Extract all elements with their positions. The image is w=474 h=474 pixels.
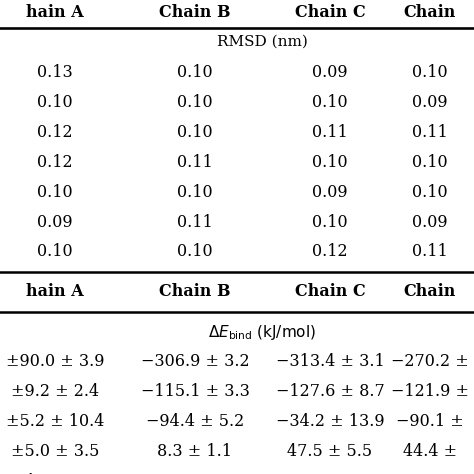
Text: 0.10: 0.10 xyxy=(177,64,213,81)
Text: 0.11: 0.11 xyxy=(312,124,348,140)
Text: 0.10: 0.10 xyxy=(412,183,448,201)
Text: ±5.2 ± 10.4: ±5.2 ± 10.4 xyxy=(6,413,104,430)
Text: −115.1 ± 3.3: −115.1 ± 3.3 xyxy=(141,383,249,401)
Text: −121.9 ±: −121.9 ± xyxy=(391,383,469,401)
Text: 0.10: 0.10 xyxy=(37,244,73,261)
Text: 0.11: 0.11 xyxy=(177,154,213,171)
Text: 0.10: 0.10 xyxy=(37,93,73,110)
Text: −270.2 ±: −270.2 ± xyxy=(391,354,469,371)
Text: $\Delta E_{\rm bind}$ (kJ/mol): $\Delta E_{\rm bind}$ (kJ/mol) xyxy=(209,322,317,341)
Text: 0.09: 0.09 xyxy=(412,93,448,110)
Text: 0.10: 0.10 xyxy=(312,213,348,230)
Text: 47.5 ± 5.5: 47.5 ± 5.5 xyxy=(287,444,373,461)
Text: 44.4 ±: 44.4 ± xyxy=(403,444,457,461)
Text: 0.12: 0.12 xyxy=(312,244,348,261)
Text: Chain C: Chain C xyxy=(295,3,365,20)
Text: 0.10: 0.10 xyxy=(177,124,213,140)
Text: 8.3 ± 1.1: 8.3 ± 1.1 xyxy=(157,444,233,461)
Text: Chain: Chain xyxy=(404,283,456,301)
Text: −306.9 ± 3.2: −306.9 ± 3.2 xyxy=(141,354,249,371)
Text: Chain B: Chain B xyxy=(159,3,231,20)
Text: 0.10: 0.10 xyxy=(412,154,448,171)
Text: 0.13: 0.13 xyxy=(37,64,73,81)
Text: RMSD (nm): RMSD (nm) xyxy=(217,35,308,49)
Text: hain A: hain A xyxy=(26,3,84,20)
Text: ±90.0 ± 3.9: ±90.0 ± 3.9 xyxy=(6,354,104,371)
Text: −90.1 ±: −90.1 ± xyxy=(396,413,464,430)
Text: −313.4 ± 3.1: −313.4 ± 3.1 xyxy=(275,354,384,371)
Text: 0.10: 0.10 xyxy=(37,183,73,201)
Text: −94.4 ± 5.2: −94.4 ± 5.2 xyxy=(146,413,244,430)
Text: hain A: hain A xyxy=(26,283,84,301)
Text: ±5.0 ± 3.5: ±5.0 ± 3.5 xyxy=(11,444,99,461)
Text: 0.10: 0.10 xyxy=(177,93,213,110)
Text: 0.09: 0.09 xyxy=(312,64,348,81)
Text: Chain: Chain xyxy=(404,3,456,20)
Text: 0.09: 0.09 xyxy=(312,183,348,201)
Text: 0.09: 0.09 xyxy=(412,213,448,230)
Text: 0.12: 0.12 xyxy=(37,154,73,171)
Text: 0.10: 0.10 xyxy=(177,183,213,201)
Text: 0.10: 0.10 xyxy=(177,244,213,261)
Text: 0.12: 0.12 xyxy=(37,124,73,140)
Text: −127.6 ± 8.7: −127.6 ± 8.7 xyxy=(275,383,384,401)
Text: 0.10: 0.10 xyxy=(312,154,348,171)
Text: 0.11: 0.11 xyxy=(412,124,448,140)
Text: ±9.2 ± 2.4: ±9.2 ± 2.4 xyxy=(11,383,99,401)
Text: 0.10: 0.10 xyxy=(412,64,448,81)
Text: 0.11: 0.11 xyxy=(177,213,213,230)
Text: 0.11: 0.11 xyxy=(412,244,448,261)
Text: 0.10: 0.10 xyxy=(312,93,348,110)
Text: −34.2 ± 13.9: −34.2 ± 13.9 xyxy=(276,413,384,430)
Text: Chain B: Chain B xyxy=(159,283,231,301)
Text: 0.09: 0.09 xyxy=(37,213,73,230)
Text: Chain C: Chain C xyxy=(295,283,365,301)
